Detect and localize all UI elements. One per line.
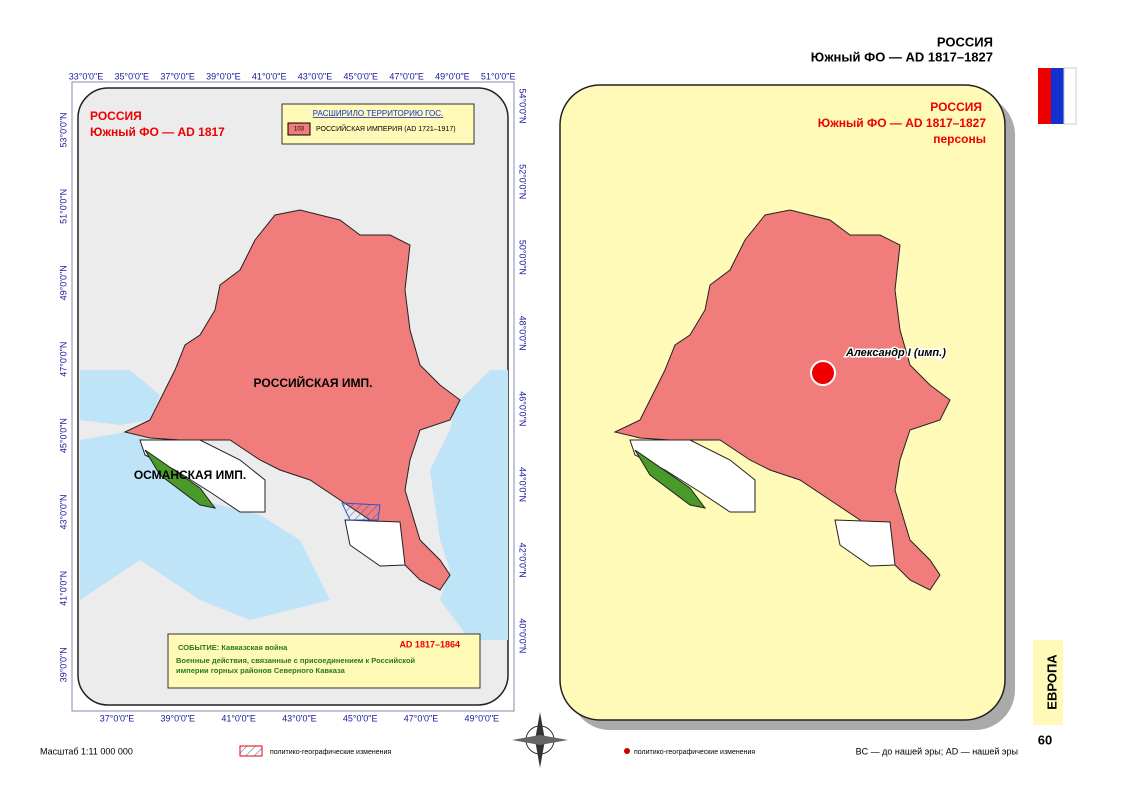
tab bbox=[1033, 640, 1063, 725]
coordinate-label: 43°0'0"N bbox=[58, 494, 68, 529]
legend-points: политико-географические изменения bbox=[634, 749, 755, 756]
coordinate-label: 43°0'0"E bbox=[282, 713, 317, 723]
coordinate-label: 39°0'0"N bbox=[58, 647, 68, 682]
footer: Масштаб 1:11 000 000 политико-географиче… bbox=[40, 745, 1018, 757]
coordinate-label: 49°0'0"N bbox=[58, 265, 68, 300]
header-title: РОССИЯ bbox=[937, 34, 993, 49]
coordinate-label: 41°0'0"N bbox=[58, 571, 68, 606]
flag-stripe bbox=[1051, 68, 1064, 124]
region-tab: ЕВРОПА bbox=[1044, 654, 1059, 710]
coordinate-label: 35°0'0"E bbox=[115, 71, 150, 81]
caspian-sea bbox=[430, 370, 508, 640]
coordinate-label: 47°0'0"N bbox=[58, 342, 68, 377]
coordinate-label: 51°0'0"N bbox=[58, 189, 68, 224]
event-box bbox=[167, 633, 481, 689]
azov-sea bbox=[80, 370, 160, 425]
coordinate-label: 39°0'0"E bbox=[161, 713, 196, 723]
legend-box bbox=[281, 103, 475, 145]
person-icon bbox=[810, 360, 836, 386]
era-note: BC — до нашей эры; AD — нашей эры bbox=[856, 746, 1018, 756]
coordinate-label: 49°0'0"E bbox=[465, 713, 500, 723]
coordinate-label: 51°0'0"E bbox=[481, 71, 516, 81]
legend-changes: политико-географические изменения bbox=[270, 749, 391, 756]
coordinate-label: 48°0'0"N bbox=[518, 316, 528, 351]
coordinate-label: 33°0'0"E bbox=[69, 71, 104, 81]
coordinate-label: 50°0'0"N bbox=[518, 240, 528, 275]
legend-code: 103 bbox=[294, 127, 305, 133]
coordinate-label: 41°0'0"E bbox=[252, 71, 287, 81]
coordinate-label: 45°0'0"N bbox=[58, 418, 68, 453]
coordinate-label: 45°0'0"E bbox=[343, 713, 378, 723]
scale: Масштаб 1:11 000 000 bbox=[40, 746, 133, 756]
region-label: РОССИЙСКАЯ ИМП. bbox=[254, 375, 373, 390]
coordinate-label: 41°0'0"E bbox=[221, 713, 256, 723]
flag-stripe bbox=[1063, 67, 1077, 125]
map-title: РОССИЯ bbox=[930, 100, 982, 114]
coordinates: 33°0'0"E 35°0'0"E 37°0'0"E 39°0'0"E 41°0'0"E… bbox=[58, 71, 527, 723]
coordinate-label: 43°0'0"E bbox=[298, 71, 333, 81]
change-area bbox=[341, 502, 381, 521]
coordinate-label: 45°0'0"E bbox=[344, 71, 379, 81]
coordinate-label: 47°0'0"E bbox=[404, 713, 439, 723]
region-label: ОСМАНСКАЯ ИМП. bbox=[134, 468, 246, 482]
coordinate-label: 54°0'0"N bbox=[518, 88, 528, 123]
header: РОССИЯ Южный ФО — AD 1817–1827 bbox=[811, 34, 1077, 125]
left-map: РОССИЯ Южный ФО — AD 1817 РАСШИРИЛО ТЕРР… bbox=[58, 71, 527, 723]
legend-entry: РОССИЙСКАЯ ИМПЕРИЯ (AD 1721–1917) bbox=[316, 124, 456, 133]
coordinate-label: 37°0'0"E bbox=[160, 71, 195, 81]
legend-hatch bbox=[239, 745, 263, 757]
coordinate-label: 49°0'0"E bbox=[435, 71, 470, 81]
legend-dot bbox=[624, 748, 630, 754]
coordinate-label: 46°0'0"N bbox=[518, 391, 528, 426]
header-subtitle: Южный ФО — AD 1817–1827 bbox=[811, 49, 993, 64]
coordinate-label: 40°0'0"N bbox=[518, 618, 528, 653]
coordinate-label: 44°0'0"N bbox=[518, 467, 528, 502]
legend-swatch bbox=[287, 122, 311, 136]
event-text: Военные действия, связанные с присоедине… bbox=[176, 656, 416, 675]
coordinate-label: 42°0'0"N bbox=[518, 543, 528, 578]
event-text-wrap: Военные действия, связанные с присоедине… bbox=[176, 656, 416, 675]
page-number: 60 bbox=[1038, 732, 1052, 747]
coordinate-label: 52°0'0"N bbox=[518, 164, 528, 199]
coordinate-label: 47°0'0"E bbox=[389, 71, 424, 81]
coordinate-label: 37°0'0"E bbox=[100, 713, 135, 723]
coordinate-label: 53°0'0"N bbox=[58, 112, 68, 147]
coordinate-label: 39°0'0"E bbox=[206, 71, 241, 81]
event-date: AD 1817–1864 bbox=[399, 639, 460, 649]
legend-heading: РАСШИРИЛО ТЕРРИТОРИЮ ГОС. bbox=[313, 109, 444, 118]
event-title: СОБЫТИЕ: Кавказская война bbox=[178, 643, 288, 652]
map-subtitle: Южный ФО — AD 1817 bbox=[90, 125, 225, 139]
flag-stripe bbox=[1038, 68, 1051, 124]
person-label: Александр I (имп.) bbox=[845, 347, 946, 359]
map-category: персоны bbox=[933, 132, 986, 146]
right-map: РОССИЯ Южный ФО — AD 1817–1827 персоны А… bbox=[559, 84, 1015, 730]
side-tab: ЕВРОПА 60 bbox=[1033, 640, 1063, 747]
black-sea bbox=[80, 432, 330, 620]
map-subtitle: Южный ФО — AD 1817–1827 bbox=[818, 116, 987, 130]
compass bbox=[512, 712, 568, 768]
map-title: РОССИЯ bbox=[90, 109, 142, 123]
